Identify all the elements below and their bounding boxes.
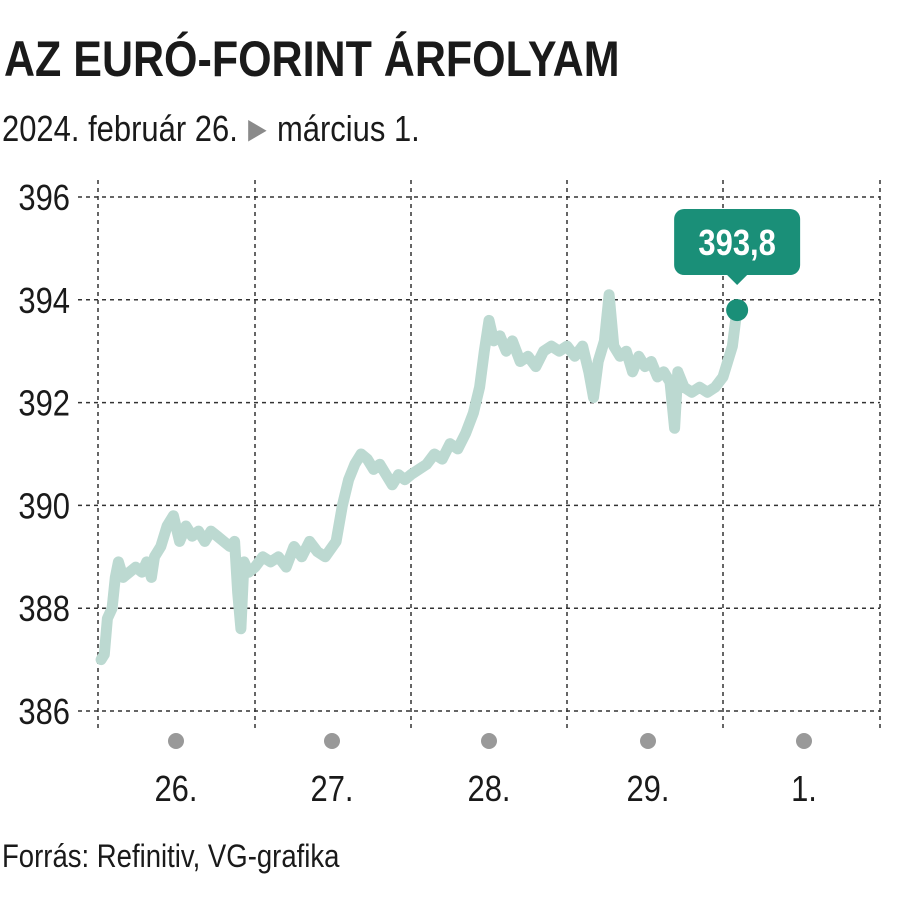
y-tick-label: 396: [18, 179, 70, 219]
day-marker-dot: [640, 733, 656, 749]
chart-title: AZ EURÓ-FORINT ÁRFOLYAM: [4, 31, 620, 87]
x-tick-label: 1.: [791, 770, 817, 810]
day-marker-dot: [168, 733, 184, 749]
last-value-dot: [726, 299, 749, 322]
y-tick-label: 388: [18, 590, 70, 630]
date-start: 2024. február 26.: [2, 108, 238, 149]
last-value-badge: [674, 209, 801, 275]
badge-pointer: [727, 275, 748, 285]
y-tick-label: 386: [18, 693, 70, 733]
source-note: Forrás: Refinitiv, VG-grafika: [2, 838, 340, 874]
x-tick-label: 28.: [467, 770, 510, 810]
play-arrow-icon: ▶: [248, 113, 267, 144]
x-axis-day-markers: 26. 27. 28. 29. 1.: [154, 733, 817, 810]
x-tick-label: 26.: [154, 770, 197, 810]
series-line: [95, 289, 743, 666]
y-tick-label: 390: [18, 487, 70, 527]
y-tick-label: 394: [18, 282, 70, 322]
y-axis-ticks: 386 388 390 392 394 396: [18, 179, 70, 733]
date-end: március 1.: [276, 108, 420, 149]
chart-subtitle: 2024. február 26. ▶ március 1.: [2, 108, 420, 150]
x-tick-label: 29.: [626, 770, 669, 810]
y-tick-label: 392: [18, 385, 70, 425]
last-value-callout: 393,8: [674, 209, 801, 322]
series-group: [95, 289, 743, 666]
day-marker-dot: [481, 733, 497, 749]
x-tick-label: 27.: [310, 770, 353, 810]
day-marker-dot: [796, 733, 812, 749]
last-value-label: 393,8: [698, 224, 775, 264]
day-marker-dot: [324, 733, 340, 749]
